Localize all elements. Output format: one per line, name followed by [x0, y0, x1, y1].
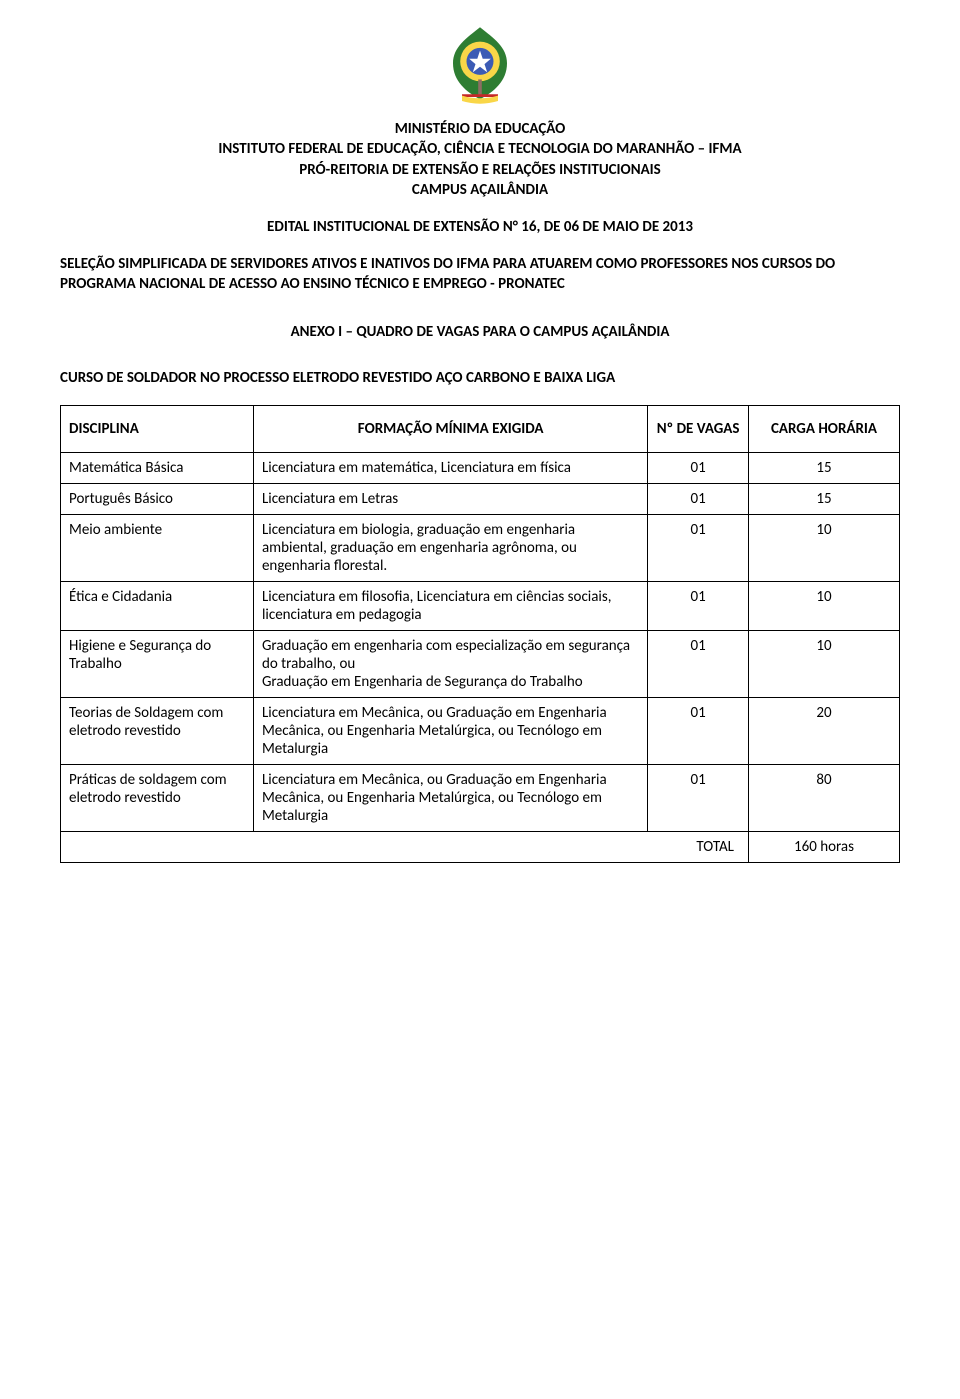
cell-formacao: Licenciatura em filosofia, Licenciatura …	[253, 581, 647, 630]
cell-vagas: 01	[648, 581, 749, 630]
table-row: Meio ambienteLicenciatura em biologia, g…	[61, 514, 900, 581]
col-formacao: FORMAÇÃO MÍNIMA EXIGIDA	[253, 405, 647, 452]
edital-title: EDITAL INSTITUCIONAL DE EXTENSÃO N° 16, …	[60, 218, 900, 236]
cell-disciplina: Higiene e Segurança do Trabalho	[61, 630, 254, 697]
col-disciplina: DISCIPLINA	[61, 405, 254, 452]
campus-line: CAMPUS AÇAILÂNDIA	[60, 180, 900, 200]
cell-disciplina: Meio ambiente	[61, 514, 254, 581]
table-header-row: DISCIPLINA FORMAÇÃO MÍNIMA EXIGIDA Nº DE…	[61, 405, 900, 452]
page: MINISTÉRIO DA EDUCAÇÃO INSTITUTO FEDERAL…	[0, 0, 960, 903]
anexo-title: ANEXO I – QUADRO DE VAGAS PARA O CAMPUS …	[60, 323, 900, 341]
table-row: Teorias de Soldagem com eletrodo revesti…	[61, 697, 900, 764]
cell-formacao: Licenciatura em Letras	[253, 483, 647, 514]
cell-disciplina: Português Básico	[61, 483, 254, 514]
col-carga: CARGA HORÁRIA	[748, 405, 899, 452]
cell-carga: 80	[748, 764, 899, 831]
total-label: TOTAL	[61, 831, 749, 862]
proreitoria-line: PRÓ-REITORIA DE EXTENSÃO E RELAÇÕES INST…	[60, 160, 900, 180]
curso-title: CURSO DE SOLDADOR NO PROCESSO ELETRODO R…	[60, 369, 900, 387]
ministerio-line: MINISTÉRIO DA EDUCAÇÃO	[60, 119, 900, 139]
cell-carga: 10	[748, 514, 899, 581]
selecao-paragraph: SELEÇÃO SIMPLIFICADA DE SERVIDORES ATIVO…	[60, 254, 900, 295]
col-vagas: Nº DE VAGAS	[648, 405, 749, 452]
cell-formacao: Licenciatura em Mecânica, ou Graduação e…	[253, 697, 647, 764]
cell-carga: 20	[748, 697, 899, 764]
table-row: Ética e CidadaniaLicenciatura em filosof…	[61, 581, 900, 630]
cell-carga: 15	[748, 452, 899, 483]
national-emblem-icon	[60, 20, 900, 115]
cell-carga: 15	[748, 483, 899, 514]
cell-vagas: 01	[648, 483, 749, 514]
vagas-table: DISCIPLINA FORMAÇÃO MÍNIMA EXIGIDA Nº DE…	[60, 405, 900, 863]
cell-vagas: 01	[648, 514, 749, 581]
total-value: 160 horas	[748, 831, 899, 862]
table-row: Matemática BásicaLicenciatura em matemát…	[61, 452, 900, 483]
cell-carga: 10	[748, 581, 899, 630]
cell-disciplina: Ética e Cidadania	[61, 581, 254, 630]
cell-vagas: 01	[648, 764, 749, 831]
cell-vagas: 01	[648, 630, 749, 697]
cell-vagas: 01	[648, 452, 749, 483]
cell-disciplina: Teorias de Soldagem com eletrodo revesti…	[61, 697, 254, 764]
cell-vagas: 01	[648, 697, 749, 764]
table-row: Práticas de soldagem com eletrodo revest…	[61, 764, 900, 831]
letterhead: MINISTÉRIO DA EDUCAÇÃO INSTITUTO FEDERAL…	[60, 119, 900, 200]
instituto-line: INSTITUTO FEDERAL DE EDUCAÇÃO, CIÊNCIA E…	[60, 139, 900, 159]
cell-formacao: Licenciatura em biologia, graduação em e…	[253, 514, 647, 581]
cell-formacao: Licenciatura em Mecânica, ou Graduação e…	[253, 764, 647, 831]
cell-carga: 10	[748, 630, 899, 697]
cell-formacao: Graduação em engenharia com especializaç…	[253, 630, 647, 697]
cell-disciplina: Matemática Básica	[61, 452, 254, 483]
table-row: Português BásicoLicenciatura em Letras01…	[61, 483, 900, 514]
cell-formacao: Licenciatura em matemática, Licenciatura…	[253, 452, 647, 483]
cell-disciplina: Práticas de soldagem com eletrodo revest…	[61, 764, 254, 831]
total-row: TOTAL 160 horas	[61, 831, 900, 862]
table-row: Higiene e Segurança do TrabalhoGraduação…	[61, 630, 900, 697]
